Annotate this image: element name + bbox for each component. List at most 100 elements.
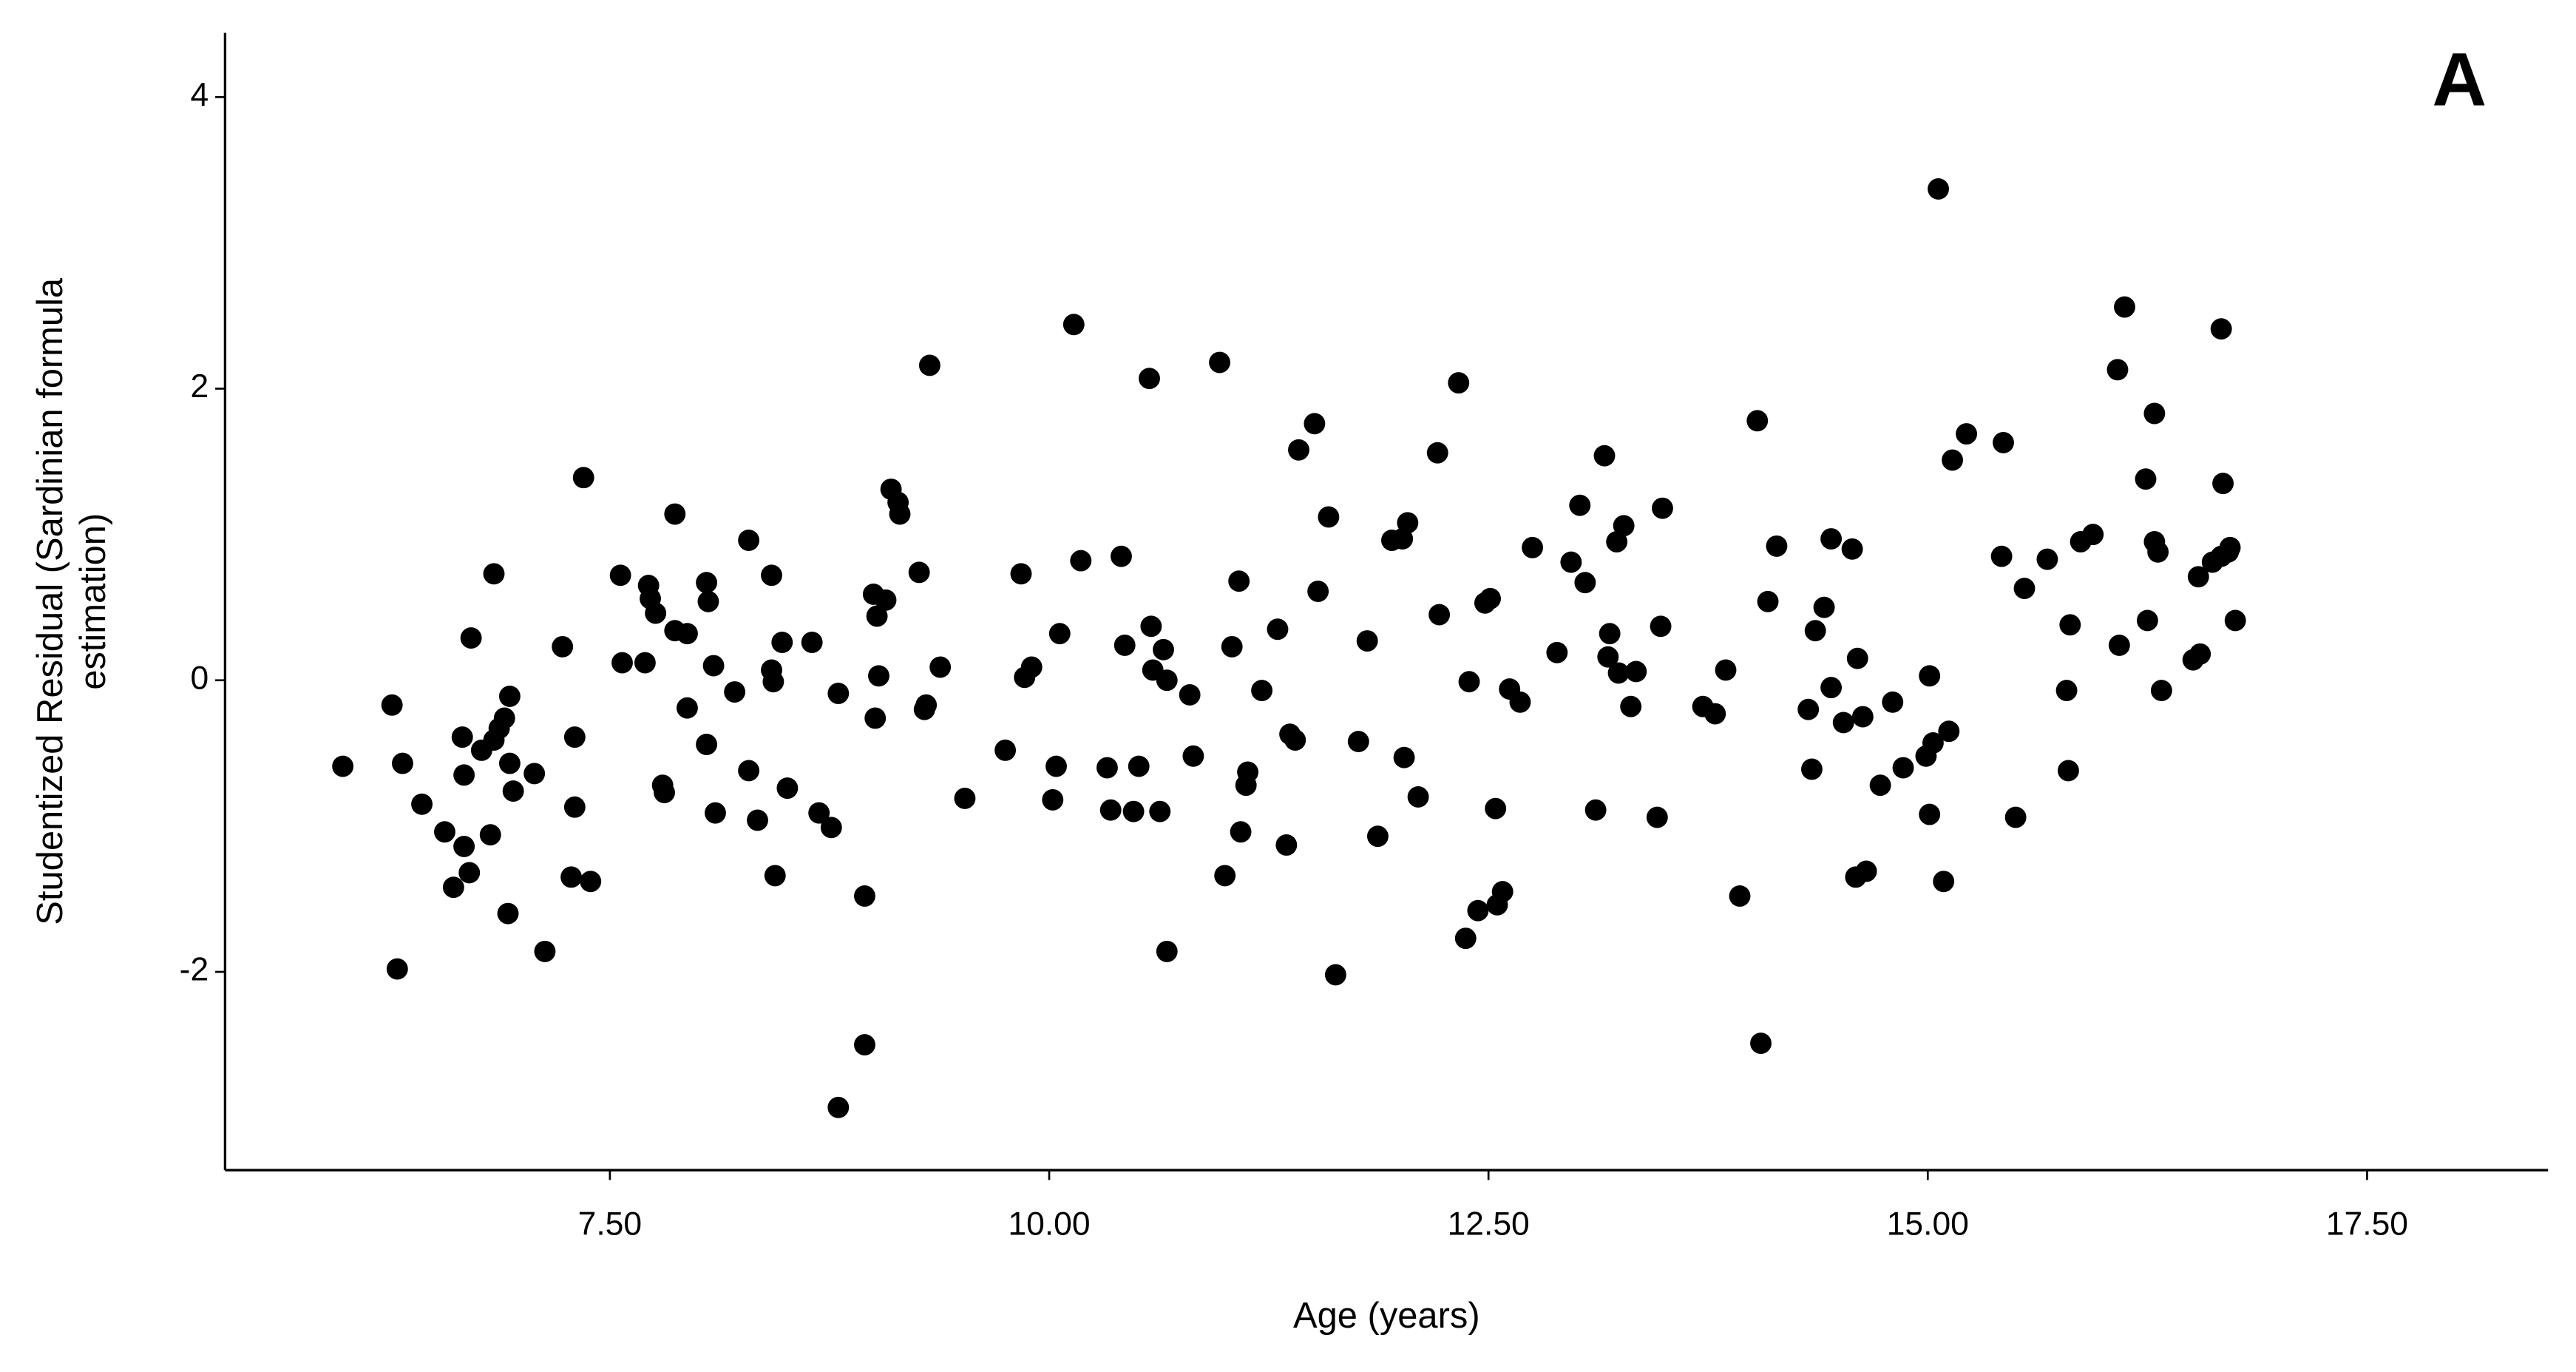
point <box>1275 834 1298 856</box>
point <box>1766 535 1788 557</box>
point <box>827 683 850 704</box>
point <box>451 726 473 748</box>
point <box>1407 785 1429 808</box>
point <box>1928 178 1950 200</box>
point <box>1569 494 1591 516</box>
point <box>1491 881 1514 903</box>
point <box>1750 1033 1772 1055</box>
point <box>1841 538 1863 560</box>
point <box>1651 497 1673 519</box>
point <box>2013 578 2036 599</box>
point <box>1128 755 1150 777</box>
point <box>1919 803 1941 825</box>
point <box>1846 647 1868 669</box>
point <box>908 561 930 584</box>
x-tick-label: 7.50 <box>578 1206 642 1242</box>
point <box>1560 551 1582 573</box>
point <box>2055 680 2078 701</box>
point <box>1324 964 1346 986</box>
point <box>502 780 524 802</box>
point <box>2150 680 2172 701</box>
point <box>697 590 719 612</box>
point <box>2059 614 2081 636</box>
point <box>677 623 698 645</box>
point <box>1153 638 1174 660</box>
point <box>654 782 675 803</box>
point <box>1099 799 1122 821</box>
point <box>1458 671 1480 693</box>
point <box>2224 609 2246 632</box>
point <box>381 694 403 716</box>
point <box>1797 698 1820 720</box>
point <box>2106 359 2129 381</box>
point <box>1221 635 1243 658</box>
point <box>1307 581 1329 602</box>
point <box>1467 899 1489 922</box>
y-tick-label: -2 <box>180 952 209 988</box>
point <box>889 503 911 525</box>
point <box>702 655 725 677</box>
point <box>1062 314 1085 336</box>
point <box>1869 774 1891 797</box>
point <box>1993 431 2014 453</box>
point <box>1646 806 1668 828</box>
point <box>2136 609 2158 632</box>
point <box>332 755 354 777</box>
point <box>1020 656 1043 678</box>
point <box>460 627 482 649</box>
point <box>1179 684 1201 706</box>
point <box>1956 423 1978 445</box>
point <box>1851 706 1874 728</box>
point <box>1448 372 1470 394</box>
x-tick-label: 15.00 <box>1887 1206 1969 1242</box>
point <box>994 739 1017 761</box>
point <box>1813 596 1835 618</box>
point <box>572 467 594 489</box>
point <box>1356 630 1378 652</box>
point <box>1715 659 1737 681</box>
point <box>1620 695 1642 717</box>
point <box>664 503 686 525</box>
point <box>776 777 799 800</box>
point <box>1509 691 1531 713</box>
point <box>1149 800 1171 822</box>
point <box>738 530 760 551</box>
point <box>1485 797 1507 820</box>
point <box>1048 623 1071 645</box>
point <box>1397 512 1419 534</box>
point <box>1757 590 1779 612</box>
y-axis-title: Studentized Residual (Sardinian formula … <box>30 277 113 925</box>
point <box>1606 531 1628 552</box>
point <box>801 632 823 653</box>
point <box>1704 703 1726 725</box>
point <box>2210 318 2232 340</box>
point <box>1070 550 1092 572</box>
point <box>854 1034 875 1055</box>
point <box>1139 368 1160 390</box>
point <box>442 876 464 899</box>
point <box>580 871 602 893</box>
point <box>1613 515 1635 537</box>
point <box>2189 643 2211 665</box>
point <box>866 605 888 627</box>
point <box>762 671 784 693</box>
point <box>1140 615 1162 638</box>
point <box>1942 449 1964 471</box>
point <box>1522 536 1544 558</box>
point <box>560 866 583 888</box>
point <box>868 665 889 687</box>
point <box>458 862 481 884</box>
point <box>915 694 938 716</box>
y-axis-title-line: estimation) <box>73 513 113 690</box>
point <box>1820 677 1843 699</box>
point <box>453 836 475 857</box>
point <box>391 752 413 774</box>
point <box>1114 634 1136 656</box>
point <box>493 707 515 729</box>
y-tick-label: 0 <box>190 660 209 696</box>
point <box>1392 528 1414 550</box>
point <box>1096 757 1118 779</box>
point <box>1251 680 1273 701</box>
point <box>1801 758 1823 780</box>
